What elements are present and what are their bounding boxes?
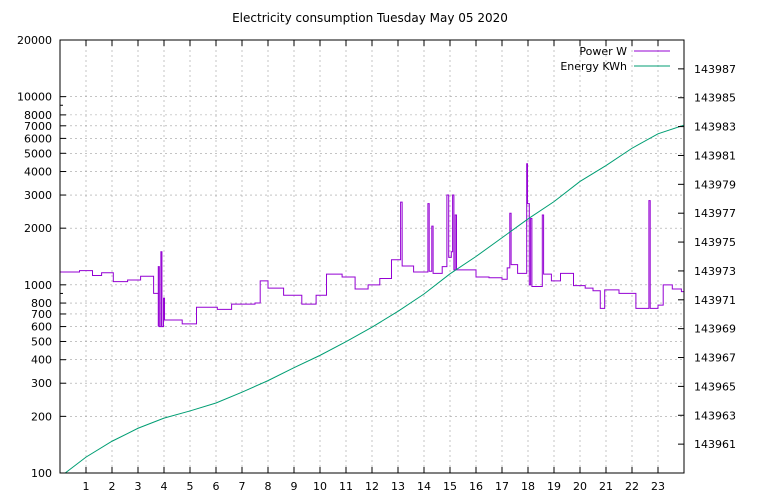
series-line-power <box>60 163 684 328</box>
y-right-tick-label: 143975 <box>694 236 736 249</box>
y-right-tick-label: 143981 <box>694 149 736 162</box>
y-left-tick-label: 1000 <box>24 279 52 292</box>
y-right-tick-label: 143985 <box>694 92 736 105</box>
y-right-tick-label: 143969 <box>694 323 736 336</box>
x-tick-label: 2 <box>109 480 116 493</box>
x-tick-label: 8 <box>265 480 272 493</box>
legend-label-energy: Energy KWh <box>560 60 627 73</box>
x-axis: 1 2 3 4 5 6 7 8 9 10 11 12 13 14 15 16 17 18 19 20 21 22 23 <box>83 40 665 493</box>
y-left-tick-label: 100 <box>31 467 52 480</box>
y-right-tick-label: 143971 <box>694 294 736 307</box>
legend: Power W Energy KWh <box>560 45 670 73</box>
x-tick-label: 21 <box>599 480 613 493</box>
y-left-tick-label: 300 <box>31 377 52 390</box>
y-left-tick-label: 200 <box>31 410 52 423</box>
x-tick-label: 18 <box>521 480 535 493</box>
x-tick-label: 19 <box>547 480 561 493</box>
chart-title: Electricity consumption Tuesday May 05 2… <box>232 11 508 25</box>
y-left-tick-label: 20000 <box>17 34 52 47</box>
x-tick-label: 11 <box>339 480 353 493</box>
y-right-tick-label: 143973 <box>694 265 736 278</box>
x-tick-label: 6 <box>213 480 220 493</box>
y-left-tick-label: 600 <box>31 321 52 334</box>
y-left-tick-label: 10000 <box>17 91 52 104</box>
x-tick-label: 22 <box>625 480 639 493</box>
x-tick-label: 16 <box>469 480 483 493</box>
y-right-tick-label: 143967 <box>694 352 736 365</box>
y-left-tick-label: 4000 <box>24 166 52 179</box>
legend-label-power: Power W <box>579 45 627 58</box>
x-tick-label: 14 <box>417 480 431 493</box>
y-right-tick-label: 143983 <box>694 121 736 134</box>
x-tick-label: 1 <box>83 480 90 493</box>
y-left-tick-label: 8000 <box>24 109 52 122</box>
x-tick-label: 9 <box>291 480 298 493</box>
y-left-tick-label: 3000 <box>24 189 52 202</box>
y-left-tick-label: 800 <box>31 297 52 310</box>
y-right-tick-label: 143977 <box>694 207 736 220</box>
x-tick-label: 4 <box>161 480 168 493</box>
series-line-energy <box>64 124 684 473</box>
x-tick-label: 7 <box>239 480 246 493</box>
y-left-tick-label: 700 <box>31 308 52 321</box>
x-tick-label: 17 <box>495 480 509 493</box>
y-right-tick-label: 143979 <box>694 178 736 191</box>
x-tick-label: 10 <box>313 480 327 493</box>
grid-lines <box>60 40 684 473</box>
y-left-tick-label: 6000 <box>24 132 52 145</box>
y-right-axis: 143961 143963 143965 143967 143969 143971 1439… <box>678 63 736 451</box>
y-right-tick-label: 143965 <box>694 380 736 393</box>
y-left-tick-label: 400 <box>31 354 52 367</box>
y-left-tick-label: 5000 <box>24 147 52 160</box>
y-left-tick-label: 2000 <box>24 222 52 235</box>
x-tick-label: 15 <box>443 480 457 493</box>
x-tick-label: 12 <box>365 480 379 493</box>
y-left-tick-label: 500 <box>31 335 52 348</box>
x-tick-label: 5 <box>187 480 194 493</box>
y-right-tick-label: 143961 <box>694 438 736 451</box>
x-tick-label: 20 <box>573 480 587 493</box>
y-right-tick-label: 143987 <box>694 63 736 76</box>
y-right-tick-label: 143963 <box>694 409 736 422</box>
y-left-tick-label: 7000 <box>24 120 52 133</box>
x-tick-label: 3 <box>135 480 142 493</box>
x-tick-label: 23 <box>651 480 665 493</box>
plot-area <box>60 124 684 473</box>
x-tick-label: 13 <box>391 480 405 493</box>
